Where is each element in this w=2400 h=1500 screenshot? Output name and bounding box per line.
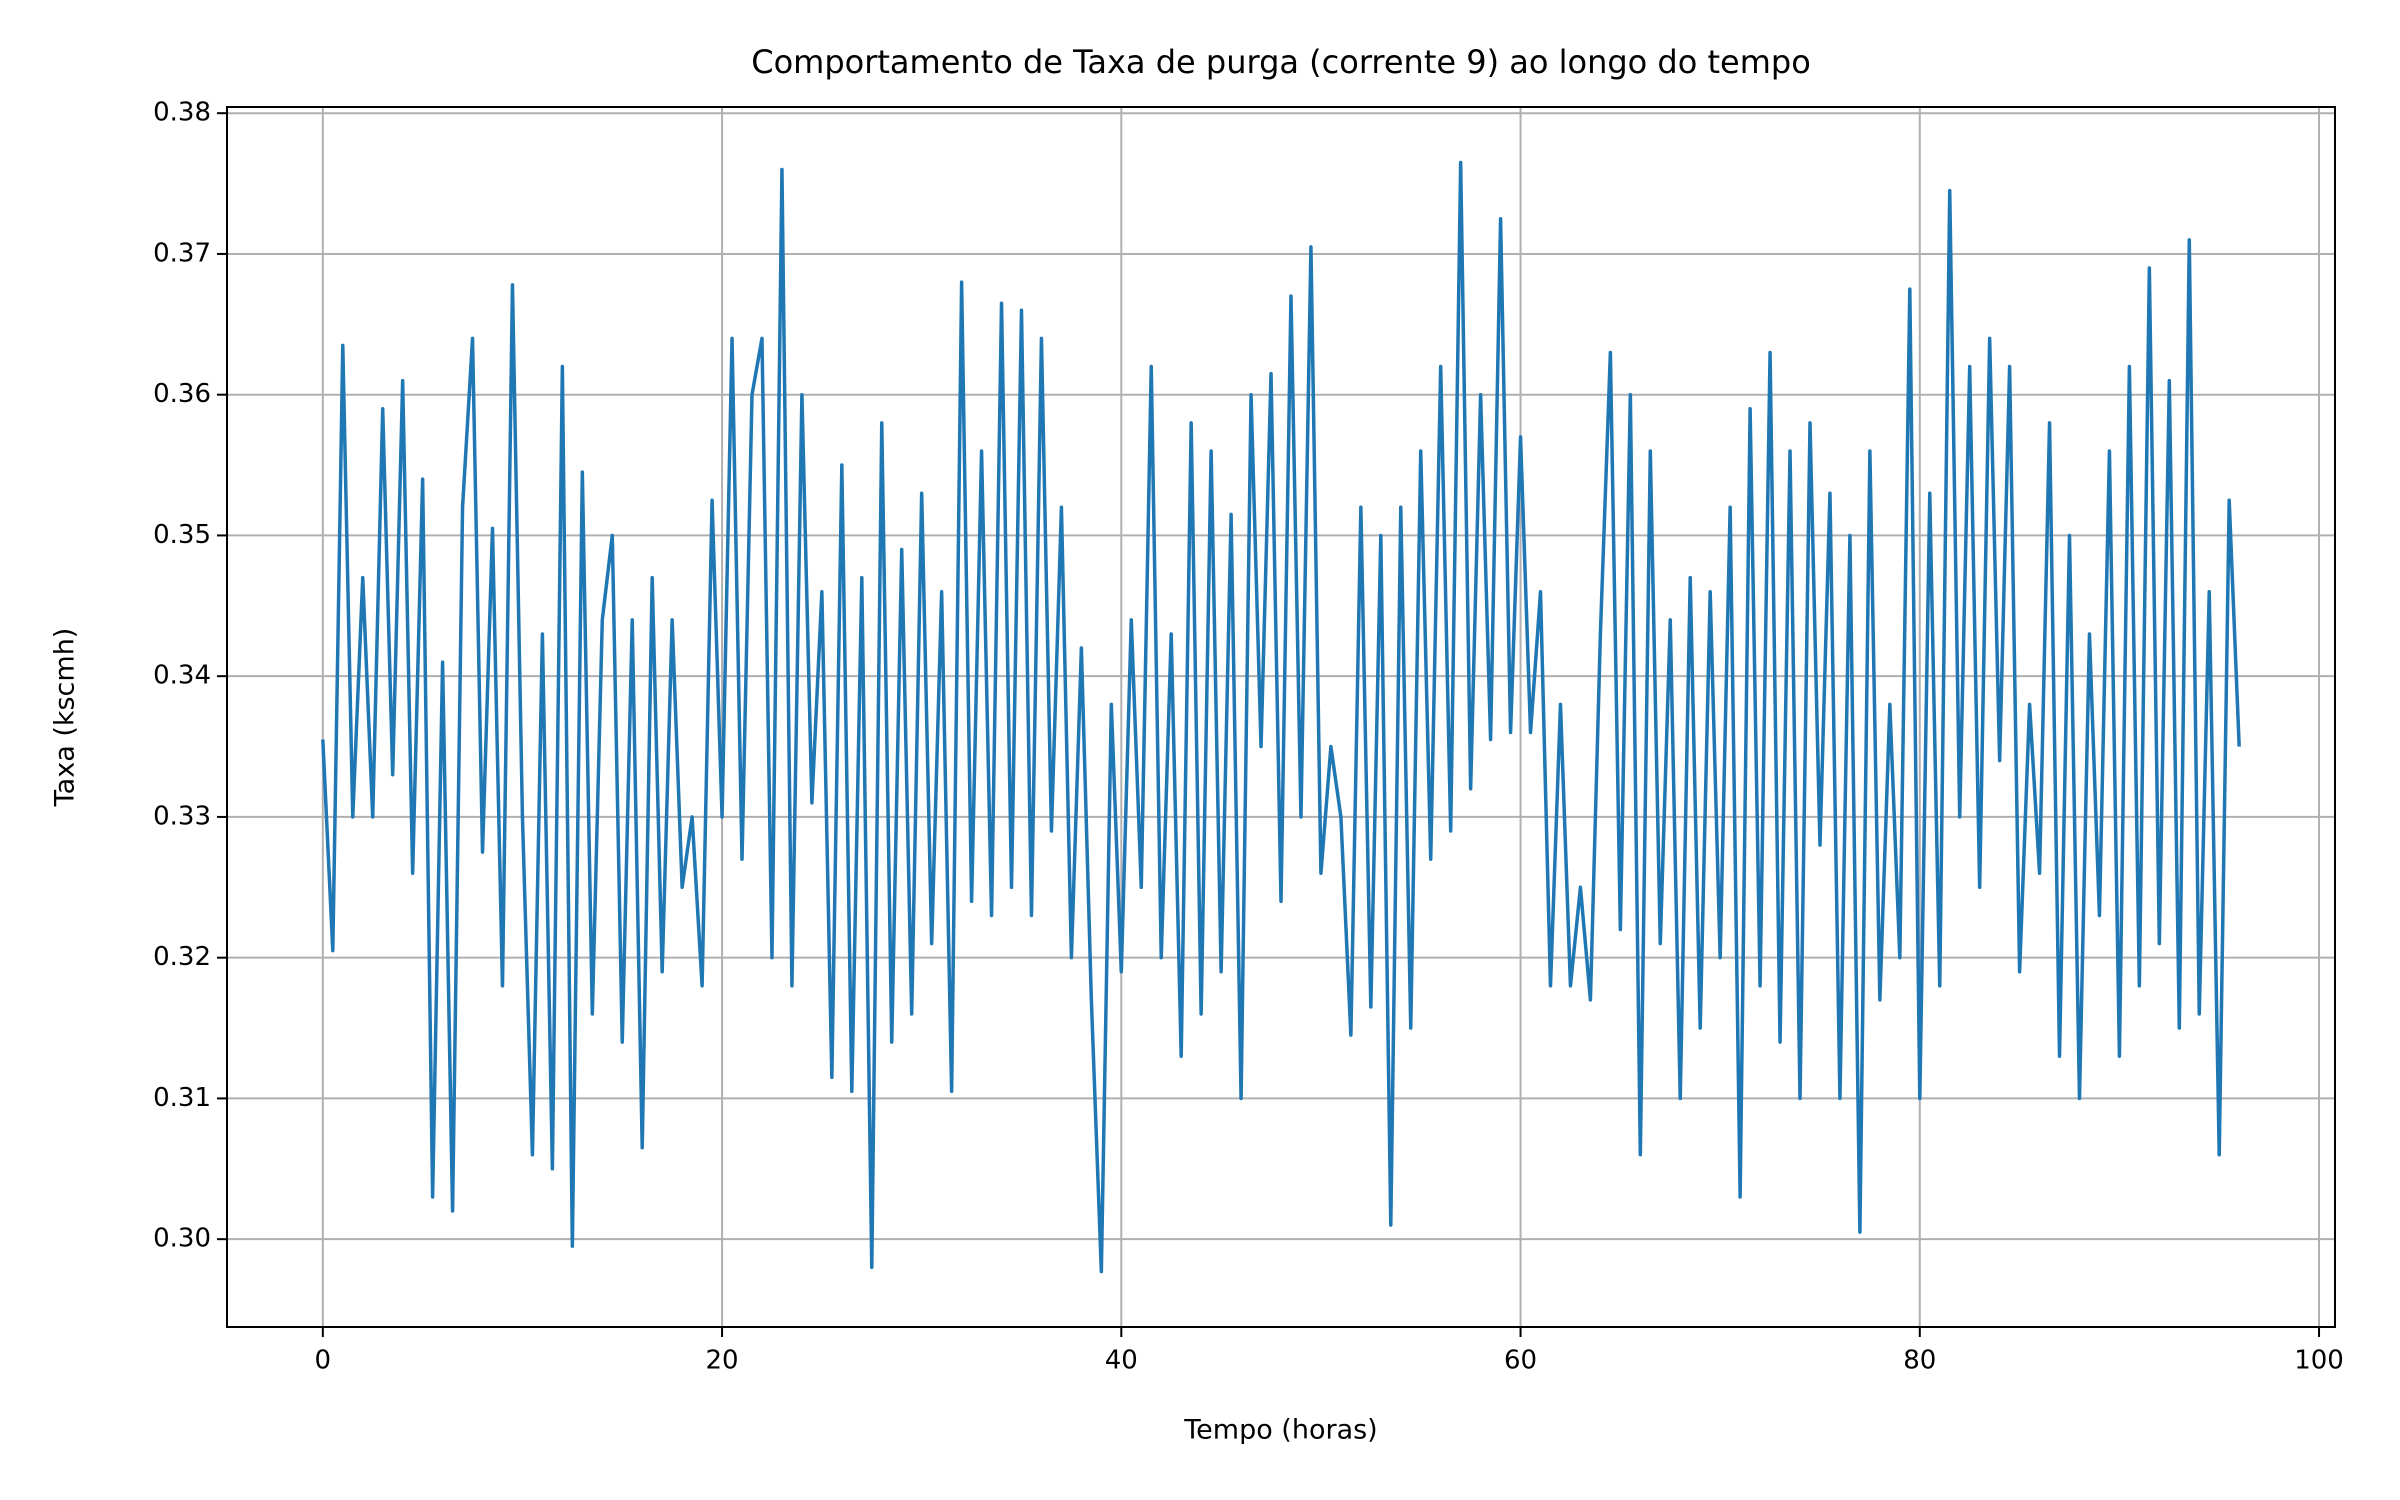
axes-frame bbox=[226, 106, 2336, 1328]
x-tick-label: 60 bbox=[1504, 1346, 1537, 1376]
x-tick-label: 80 bbox=[1903, 1346, 1936, 1376]
chart-title: Comportamento de Taxa de purga (corrente… bbox=[751, 43, 1811, 81]
x-tick-label: 0 bbox=[315, 1346, 332, 1376]
y-tick-label: 0.32 bbox=[153, 942, 211, 972]
y-tick-label: 0.30 bbox=[153, 1224, 211, 1254]
y-tick-label: 0.33 bbox=[153, 801, 211, 831]
y-tick-label: 0.34 bbox=[153, 661, 211, 691]
y-tick-label: 0.31 bbox=[153, 1083, 211, 1113]
y-tick-label: 0.36 bbox=[153, 379, 211, 409]
x-tick-label: 100 bbox=[2294, 1346, 2344, 1376]
x-axis-label: Tempo (horas) bbox=[1183, 1415, 1377, 1446]
data-line bbox=[321, 160, 2241, 1274]
y-tick-label: 0.35 bbox=[153, 520, 211, 550]
y-axis-label: Taxa (kscmh) bbox=[50, 628, 81, 808]
x-tick-label: 20 bbox=[706, 1346, 739, 1376]
ticks: 0 20 40 60 80 100 0.30 0.31 0.32 0.33 0.34 0.35 0.36… bbox=[153, 98, 2344, 1376]
y-tick-label: 0.38 bbox=[153, 98, 211, 128]
y-tick-label: 0.37 bbox=[153, 238, 211, 268]
plot-area bbox=[321, 160, 2241, 1274]
x-tick-label: 40 bbox=[1105, 1346, 1138, 1376]
